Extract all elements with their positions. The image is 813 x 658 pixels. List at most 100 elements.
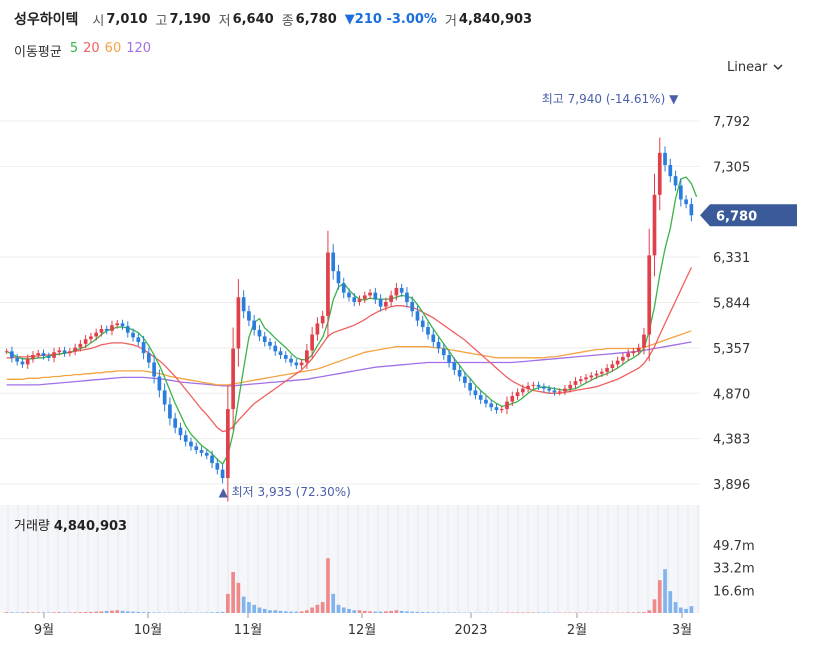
volume-bar — [657, 580, 662, 613]
volume-bar — [636, 612, 641, 613]
candle-body — [447, 355, 451, 363]
volume-bar — [115, 610, 120, 613]
volume-bar — [231, 571, 235, 613]
x-tick-label: 2023 — [454, 623, 487, 638]
volume-bar — [289, 611, 293, 613]
candle-body — [389, 295, 393, 302]
volume-bar — [536, 612, 541, 613]
candle-body — [547, 388, 551, 391]
volume-bar — [420, 612, 425, 613]
volume-bar — [689, 606, 694, 613]
candle-body — [136, 337, 141, 343]
candle-body — [194, 446, 199, 451]
candle-body — [262, 336, 267, 343]
candle-body — [678, 185, 683, 200]
volume-bar — [663, 569, 667, 613]
volume-bar — [362, 610, 367, 613]
candle-body — [99, 328, 104, 333]
candle-body — [67, 351, 72, 354]
candle-body — [378, 299, 383, 307]
candle-body — [89, 336, 93, 340]
candle-body — [673, 176, 678, 186]
volume-bar — [283, 611, 288, 613]
candle-body — [320, 315, 325, 324]
x-tick-label: 2월 — [567, 623, 587, 638]
scale-selector[interactable]: Linear — [727, 60, 783, 75]
open-value: 7,010 — [106, 11, 148, 27]
volume-bar — [141, 612, 146, 613]
x-tick-label: 12월 — [348, 623, 377, 638]
candle-body — [626, 353, 631, 357]
candle-body — [241, 297, 246, 312]
volume-bar — [410, 611, 415, 613]
volume-label: 거 — [444, 13, 457, 29]
volume-bar — [520, 612, 525, 613]
close-label: 종 — [281, 13, 294, 29]
volume-bar — [336, 604, 341, 613]
volume-panel-title: 거래량 4,840,903 — [14, 515, 127, 534]
volume-bar — [341, 607, 346, 613]
volume-bar — [452, 612, 457, 613]
candle-body — [647, 255, 652, 335]
volume-bar — [20, 612, 25, 613]
volume-bar — [67, 612, 72, 613]
volume-bar — [46, 612, 51, 613]
volume-bar — [294, 611, 299, 613]
candle-body — [657, 152, 662, 195]
volume-bar — [73, 612, 77, 613]
candle-body — [294, 362, 299, 366]
volume-title: 거래량 — [14, 519, 50, 534]
volume-bar — [4, 612, 9, 613]
candle-body — [210, 455, 214, 464]
volume-bar — [542, 612, 546, 613]
candle-body — [510, 396, 515, 402]
candle-body — [31, 355, 35, 359]
volume-bar — [152, 612, 156, 613]
volume-bar — [78, 612, 83, 613]
volume-bar — [389, 610, 393, 613]
current-price-label: 6,780 — [716, 209, 757, 224]
candle-body — [25, 358, 30, 365]
volume-bar — [405, 611, 409, 613]
volume-bar — [626, 612, 631, 613]
candle-body — [605, 368, 609, 372]
candle-body — [405, 292, 409, 302]
candle-body — [173, 418, 178, 428]
x-tick-label: 3월 — [672, 623, 692, 638]
candle-body — [226, 409, 230, 479]
volume-bar — [394, 610, 399, 613]
candle-body — [336, 271, 341, 284]
ma20-toggle[interactable]: 20 — [83, 41, 100, 56]
candle-body — [157, 376, 162, 391]
volume-tick-label: 33.2m — [713, 562, 755, 577]
volume-bar — [510, 612, 515, 613]
candle-body — [94, 332, 99, 337]
ma5-toggle[interactable]: 5 — [69, 41, 79, 56]
price-tick-label: 5,357 — [713, 342, 750, 357]
stock-name[interactable]: 성우하이텍 — [14, 12, 79, 28]
ma60-toggle[interactable]: 60 — [104, 41, 122, 56]
volume-panel-value: 4,840,903 — [53, 519, 128, 534]
ma5-line — [6, 176, 698, 466]
volume-tick-label: 49.7m — [713, 539, 755, 554]
volume-bar — [326, 558, 330, 613]
candle-body — [520, 388, 525, 393]
low-label: 저 — [218, 13, 231, 29]
volume-bar — [505, 612, 509, 613]
candle-body — [484, 399, 488, 404]
price-tick-label: 4,870 — [713, 387, 750, 402]
ma120-toggle[interactable]: 120 — [126, 41, 152, 56]
volume-bar — [178, 612, 183, 613]
price-header: 성우하이텍 시 7,010 고 7,190 저 6,640 종 6,780 ▼2… — [14, 9, 540, 29]
ma20-line — [6, 267, 692, 433]
volume-bar — [399, 610, 404, 613]
x-tick-label: 9월 — [34, 623, 54, 638]
candle-body — [236, 297, 241, 349]
volume-bar — [147, 612, 151, 613]
candle-body — [373, 292, 378, 300]
candle-body — [120, 323, 125, 327]
open-label: 시 — [92, 13, 105, 29]
price-tick-label: 7,792 — [713, 115, 750, 130]
min-price-label: ▲ 최저 3,935 (72.30%) — [219, 485, 351, 499]
